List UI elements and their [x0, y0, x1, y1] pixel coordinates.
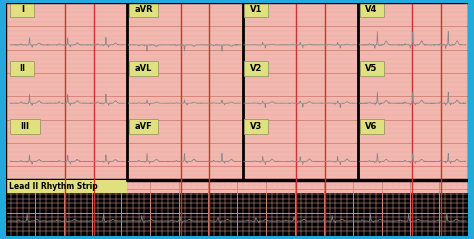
Text: V1: V1: [250, 5, 262, 14]
Text: aVL: aVL: [135, 64, 152, 73]
Bar: [6, 180, 468, 236]
FancyBboxPatch shape: [244, 119, 268, 134]
FancyBboxPatch shape: [129, 119, 158, 134]
FancyBboxPatch shape: [129, 61, 158, 76]
FancyBboxPatch shape: [10, 119, 40, 134]
FancyBboxPatch shape: [10, 2, 35, 17]
Text: V6: V6: [365, 122, 378, 131]
FancyBboxPatch shape: [360, 119, 383, 134]
FancyBboxPatch shape: [10, 61, 35, 76]
Text: aVR: aVR: [134, 5, 153, 14]
FancyBboxPatch shape: [360, 2, 383, 17]
Text: III: III: [20, 122, 29, 131]
Bar: [6, 3, 468, 180]
FancyBboxPatch shape: [244, 2, 268, 17]
Text: I: I: [21, 5, 24, 14]
FancyBboxPatch shape: [244, 61, 268, 76]
Text: V3: V3: [250, 122, 262, 131]
Text: Lead II Rhythm Strip: Lead II Rhythm Strip: [9, 182, 98, 191]
Text: V2: V2: [250, 64, 262, 73]
Bar: [7, 180, 128, 193]
Text: II: II: [19, 64, 25, 73]
FancyBboxPatch shape: [129, 2, 158, 17]
Text: V5: V5: [365, 64, 378, 73]
Text: V4: V4: [365, 5, 378, 14]
FancyBboxPatch shape: [360, 61, 383, 76]
Text: aVF: aVF: [135, 122, 153, 131]
Bar: [6, 193, 468, 236]
